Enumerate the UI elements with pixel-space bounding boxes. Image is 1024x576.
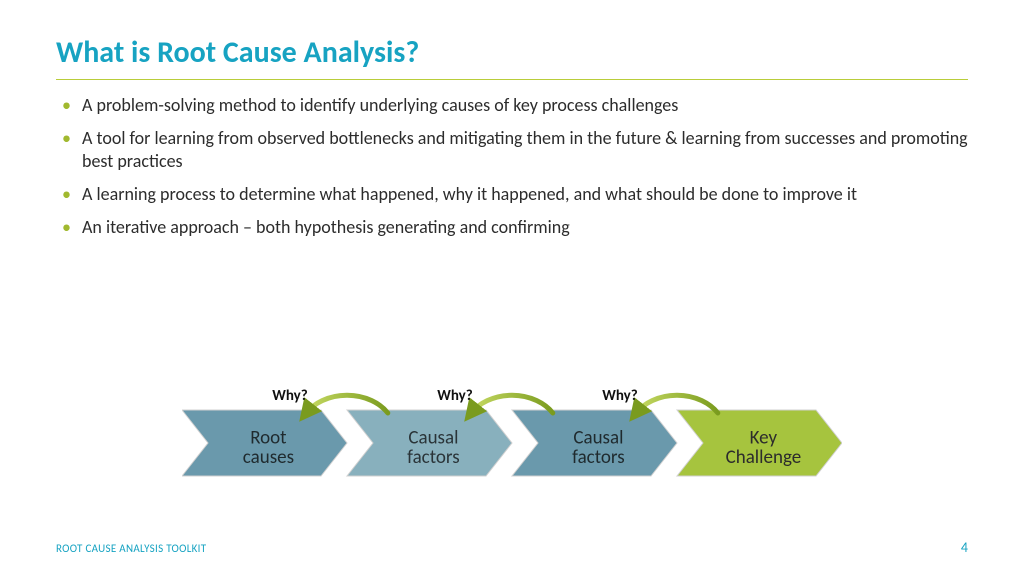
- slide: What is Root Cause Analysis? A problem-s…: [0, 0, 1024, 576]
- bullet-list: A problem-solving method to identify und…: [56, 94, 968, 239]
- title-divider: [56, 79, 968, 80]
- why-label: Why?: [265, 387, 315, 405]
- process-diagram: RootcausesCausalfactorsCausalfactorsKeyC…: [0, 355, 1024, 485]
- chevron-label: Causalfactors: [407, 426, 460, 469]
- bullet-item: A problem-solving method to identify und…: [82, 94, 968, 117]
- footer-title: ROOT CAUSE ANALYSIS TOOLKIT: [56, 542, 206, 555]
- page-number: 4: [961, 539, 968, 556]
- bullet-item: A learning process to determine what hap…: [82, 183, 968, 206]
- why-label: Why?: [430, 387, 480, 405]
- bullet-item: A tool for learning from observed bottle…: [82, 127, 968, 173]
- slide-footer: ROOT CAUSE ANALYSIS TOOLKIT 4: [56, 539, 968, 556]
- why-label: Why?: [595, 387, 645, 405]
- chevron-label: Causalfactors: [572, 426, 625, 469]
- diagram-svg: RootcausesCausalfactorsCausalfactorsKeyC…: [182, 355, 842, 485]
- diagram-inner: RootcausesCausalfactorsCausalfactorsKeyC…: [182, 355, 842, 485]
- chevron-label: Rootcauses: [243, 426, 294, 469]
- bullet-item: An iterative approach – both hypothesis …: [82, 216, 968, 239]
- slide-title: What is Root Cause Analysis?: [56, 34, 968, 71]
